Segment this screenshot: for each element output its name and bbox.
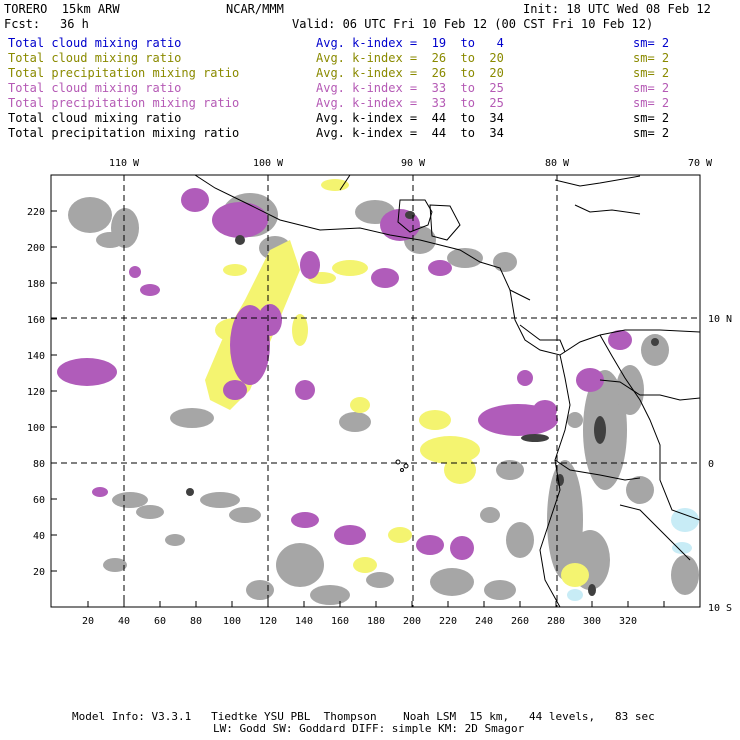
legend-sm-3: sm= 2 <box>633 66 670 80</box>
y-tick-label: 40 <box>33 531 45 542</box>
x-tick-label: 280 <box>547 616 565 627</box>
legend-sm-5: sm= 2 <box>633 96 670 110</box>
lon-label-80w: 80 W <box>545 158 570 169</box>
lon-label-100w: 100 W <box>253 158 284 169</box>
legend-kindex-7: Avg. k-index = 44 to 34 <box>316 126 504 140</box>
x-tick-label: 80 <box>190 616 202 627</box>
x-tick-label: 180 <box>367 616 385 627</box>
organization: NCAR/MMM <box>226 2 284 16</box>
legend-field-1: Total cloud mixing ratio <box>8 36 182 50</box>
legend-field-3: Total precipitation mixing ratio <box>8 66 240 80</box>
cloud-field-dark <box>186 211 659 596</box>
y-tick-label: 20 <box>33 567 45 578</box>
y-tick-label: 120 <box>27 387 45 398</box>
x-tick-label: 200 <box>403 616 421 627</box>
lat-label-10s: 10 S <box>708 603 732 614</box>
coastlines <box>194 175 700 607</box>
axis-ticks <box>51 210 665 607</box>
legend-field-7: Total precipitation mixing ratio <box>8 126 240 140</box>
legend-field-5: Total precipitation mixing ratio <box>8 96 240 110</box>
y-tick-label: 180 <box>27 279 45 290</box>
y-tick-label: 140 <box>27 351 45 362</box>
x-tick-label: 100 <box>223 616 241 627</box>
y-tick-label: 220 <box>27 207 45 218</box>
x-tick-label: 320 <box>619 616 637 627</box>
legend-kindex-2: Avg. k-index = 26 to 20 <box>316 51 504 65</box>
lat-label-10n: 10 N <box>708 314 732 325</box>
cloud-field-purple <box>57 188 632 560</box>
legend-field-6: Total cloud mixing ratio <box>8 111 182 125</box>
x-tick-label: 160 <box>331 616 349 627</box>
legend-kindex-6: Avg. k-index = 44 to 34 <box>316 111 504 125</box>
model-name: TORERO 15km ARW <box>4 2 120 16</box>
x-tick-label: 40 <box>118 616 130 627</box>
x-tick-label: 140 <box>295 616 313 627</box>
graticule <box>51 175 700 607</box>
legend-sm-1: sm= 2 <box>633 36 670 50</box>
forecast-label: Fcst: <box>4 17 41 31</box>
init-time: Init: 18 UTC Wed 08 Feb 12 <box>523 2 711 16</box>
cloud-field-gray <box>68 193 699 605</box>
x-tick-label: 20 <box>82 616 94 627</box>
legend-sm-7: sm= 2 <box>633 126 670 140</box>
x-tick-label: 300 <box>583 616 601 627</box>
field-shading <box>57 175 700 607</box>
legend-sm-6: sm= 2 <box>633 111 670 125</box>
lon-label-90w: 90 W <box>401 158 426 169</box>
valid-time: Valid: 06 UTC Fri 10 Feb 12 (00 CST Fri … <box>292 17 654 31</box>
model-info: Model Info: V3.3.1 Tiedtke YSU PBL Thomp… <box>72 710 655 723</box>
x-tick-label: 60 <box>154 616 166 627</box>
x-tick-label: 260 <box>511 616 529 627</box>
physics-info: LW: Godd SW: Goddard DIFF: simple KM: 2D… <box>213 722 525 735</box>
y-tick-label: 60 <box>33 495 45 506</box>
x-tick-label: 120 <box>259 616 277 627</box>
legend-field-4: Total cloud mixing ratio <box>8 81 182 95</box>
lat-label-equator: 0 <box>708 459 714 470</box>
legend-sm-4: sm= 2 <box>633 81 670 95</box>
lon-label-110w: 110 W <box>109 158 140 169</box>
legend-kindex-1: Avg. k-index = 19 to 4 <box>316 36 504 50</box>
forecast-hour: 36 h <box>60 17 89 31</box>
lon-label-70w: 70 W <box>688 158 713 169</box>
legend-kindex-5: Avg. k-index = 33 to 25 <box>316 96 504 110</box>
x-tick-label: 220 <box>439 616 457 627</box>
y-tick-label: 200 <box>27 243 45 254</box>
cloud-field-cyan <box>567 508 699 601</box>
legend-kindex-3: Avg. k-index = 26 to 20 <box>316 66 504 80</box>
legend-field-2: Total cloud mixing ratio <box>8 51 182 65</box>
y-tick-label: 160 <box>27 315 45 326</box>
legend-sm-2: sm= 2 <box>633 51 670 65</box>
legend-kindex-4: Avg. k-index = 33 to 25 <box>316 81 504 95</box>
y-tick-label: 80 <box>33 459 45 470</box>
y-tick-label: 100 <box>27 423 45 434</box>
x-tick-label: 240 <box>475 616 493 627</box>
